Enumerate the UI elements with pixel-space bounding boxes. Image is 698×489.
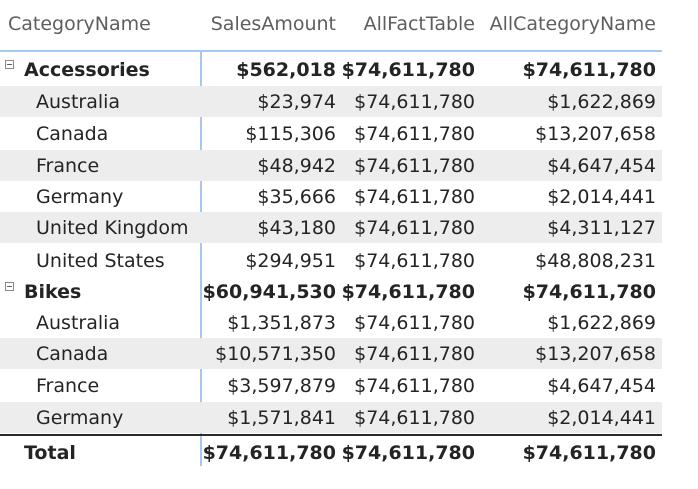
- sales-amount-value: $60,941,530: [202, 280, 336, 303]
- sales-amount-value: $1,351,873: [227, 311, 336, 334]
- group-row-bikes: Bikes $60,941,530 $74,611,780 $74,611,78…: [0, 276, 662, 307]
- sales-amount-value: $35,666: [257, 185, 336, 208]
- sales-amount-value: $10,571,350: [215, 342, 336, 365]
- all-category-name-value: $13,207,658: [535, 342, 656, 365]
- all-fact-table-value: $74,611,780: [354, 185, 475, 208]
- all-category-name-value: $74,611,780: [522, 280, 656, 303]
- row-label: Australia: [36, 311, 121, 334]
- all-fact-table-value: $74,611,780: [341, 58, 475, 81]
- all-category-name-value: $2,014,441: [547, 406, 656, 429]
- column-header-all-fact-table[interactable]: AllFactTable: [363, 13, 475, 35]
- row-label: Germany: [36, 406, 124, 429]
- table-row: Canada $10,571,350 $74,611,780 $13,207,6…: [0, 338, 662, 369]
- sales-amount-value: $23,974: [257, 90, 336, 113]
- row-label: Canada: [36, 342, 109, 365]
- all-category-name-value: $2,014,441: [547, 185, 656, 208]
- sales-amount-value: $48,942: [257, 154, 336, 177]
- all-fact-table-value: $74,611,780: [354, 216, 475, 239]
- all-category-name-value: $4,311,127: [547, 216, 656, 239]
- all-fact-table-value: $74,611,780: [354, 406, 475, 429]
- row-label: United States: [36, 249, 165, 272]
- table-row: United Kingdom $43,180 $74,611,780 $4,31…: [0, 212, 662, 243]
- total-divider: [0, 434, 662, 436]
- all-category-name-value: $1,622,869: [547, 311, 656, 334]
- all-category-name-value: $1,622,869: [547, 90, 656, 113]
- row-label: Total: [24, 441, 76, 464]
- all-fact-table-value: $74,611,780: [354, 122, 475, 145]
- table-row: Canada $115,306 $74,611,780 $13,207,658: [0, 118, 662, 149]
- header-divider: [0, 50, 662, 52]
- row-label: Australia: [36, 90, 121, 113]
- sales-amount-value: $3,597,879: [227, 374, 336, 397]
- table-row: Germany $35,666 $74,611,780 $2,014,441: [0, 181, 662, 212]
- sales-amount-value: $74,611,780: [202, 441, 336, 464]
- row-label: Germany: [36, 185, 124, 208]
- column-header-sales-amount[interactable]: SalesAmount: [210, 13, 336, 35]
- row-label: Accessories: [24, 58, 150, 81]
- all-fact-table-value: $74,611,780: [354, 342, 475, 365]
- column-header-row: CategoryName SalesAmount AllFactTable Al…: [0, 2, 662, 46]
- all-category-name-value: $48,808,231: [535, 249, 656, 272]
- minus-box-icon[interactable]: [5, 282, 14, 291]
- row-label: Canada: [36, 122, 109, 145]
- column-header-category[interactable]: CategoryName: [8, 13, 151, 35]
- sales-amount-value: $115,306: [245, 122, 336, 145]
- all-fact-table-value: $74,611,780: [354, 249, 475, 272]
- all-fact-table-value: $74,611,780: [341, 441, 475, 464]
- table-row: France $48,942 $74,611,780 $4,647,454: [0, 150, 662, 181]
- table-row: Germany $1,571,841 $74,611,780 $2,014,44…: [0, 402, 662, 433]
- all-fact-table-value: $74,611,780: [341, 280, 475, 303]
- row-header-divider: [200, 52, 202, 466]
- table-row: Australia $1,351,873 $74,611,780 $1,622,…: [0, 307, 662, 338]
- sales-amount-value: $1,571,841: [227, 406, 336, 429]
- row-label: Bikes: [24, 280, 82, 303]
- sales-amount-value: $294,951: [245, 249, 336, 272]
- all-category-name-value: $4,647,454: [547, 374, 656, 397]
- group-row-accessories: Accessories $562,018 $74,611,780 $74,611…: [0, 54, 662, 85]
- total-row: Total $74,611,780 $74,611,780 $74,611,78…: [0, 437, 662, 468]
- column-header-all-category-name[interactable]: AllCategoryName: [489, 13, 656, 35]
- all-category-name-value: $4,647,454: [547, 154, 656, 177]
- sales-amount-value: $562,018: [236, 58, 336, 81]
- minus-box-icon[interactable]: [5, 60, 14, 69]
- row-label: United Kingdom: [36, 216, 189, 239]
- all-category-name-value: $74,611,780: [522, 58, 656, 81]
- sales-amount-value: $43,180: [257, 216, 336, 239]
- table-row: France $3,597,879 $74,611,780 $4,647,454: [0, 370, 662, 401]
- row-label: France: [36, 154, 100, 177]
- all-category-name-value: $74,611,780: [522, 441, 656, 464]
- all-fact-table-value: $74,611,780: [354, 374, 475, 397]
- table-row: Australia $23,974 $74,611,780 $1,622,869: [0, 86, 662, 117]
- row-label: France: [36, 374, 100, 397]
- all-fact-table-value: $74,611,780: [354, 311, 475, 334]
- all-fact-table-value: $74,611,780: [354, 90, 475, 113]
- table-row: United States $294,951 $74,611,780 $48,8…: [0, 245, 662, 276]
- all-category-name-value: $13,207,658: [535, 122, 656, 145]
- all-fact-table-value: $74,611,780: [354, 154, 475, 177]
